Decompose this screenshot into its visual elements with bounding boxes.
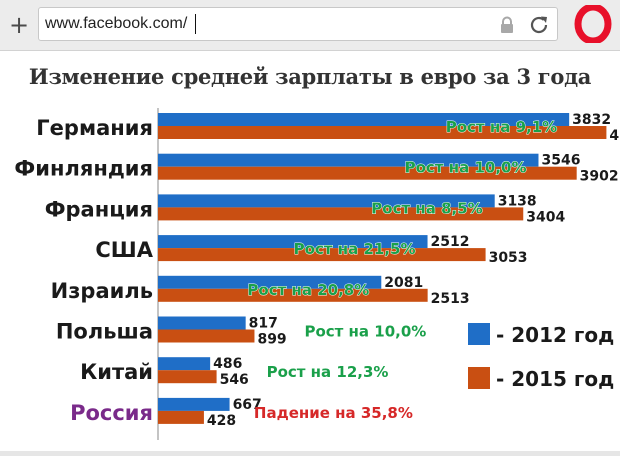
bar-2012 <box>158 235 428 249</box>
category-label: Франция <box>45 197 153 221</box>
bar-2015 <box>158 370 217 384</box>
category-label: Германия <box>36 116 153 140</box>
data-label-2012: 817 <box>249 316 278 332</box>
legend-label: - 2015 год <box>496 367 614 391</box>
data-label-2012: 486 <box>213 356 242 372</box>
bar-2015 <box>158 166 577 180</box>
legend-swatch <box>468 323 490 345</box>
data-label-2015: 2513 <box>431 291 470 307</box>
bar-2015 <box>158 410 204 424</box>
category-label: Польша <box>56 320 153 344</box>
data-label-2015: 3902 <box>580 169 619 185</box>
category-label: Россия <box>70 401 153 425</box>
growth-annotation: Рост на 10,0% <box>405 159 527 177</box>
data-label-2015: 3053 <box>489 250 528 266</box>
data-label-2012: 2512 <box>431 234 470 250</box>
category-label: Китай <box>80 360 153 384</box>
bar-2015 <box>158 126 607 139</box>
bar-2012 <box>158 316 246 330</box>
data-label-2012: 2081 <box>384 275 423 291</box>
text-cursor <box>195 14 196 34</box>
bar-2012 <box>158 357 211 371</box>
data-label-2012: 3832 <box>572 112 611 128</box>
growth-annotation: Рост на 10,0% <box>304 323 426 341</box>
opera-logo[interactable] <box>574 5 612 43</box>
category-label: Израиль <box>51 279 153 303</box>
reload-icon[interactable] <box>527 13 551 37</box>
browser-toolbar: + www.facebook.com/ <box>0 0 620 51</box>
bar-2015 <box>158 248 486 262</box>
category-label: США <box>95 238 153 262</box>
bar-2012 <box>158 275 382 289</box>
bar-2012 <box>158 194 495 208</box>
bar-2015 <box>158 288 428 302</box>
data-label-2015: 3404 <box>526 209 565 225</box>
bar-2012 <box>158 397 230 411</box>
data-label-2015: 546 <box>220 372 249 388</box>
data-label-2015: 899 <box>257 332 286 348</box>
chart-title: Изменение средней зарплаты в евро за 3 г… <box>28 64 592 89</box>
data-label-2012: 667 <box>233 397 262 413</box>
decline-annotation: Падение на 35,8% <box>254 404 413 422</box>
growth-annotation: Рост на 21,5% <box>294 240 416 258</box>
address-bar[interactable]: www.facebook.com/ <box>38 7 558 41</box>
data-label-2012: 3546 <box>541 153 580 169</box>
legend-swatch <box>468 367 490 389</box>
growth-annotation: Рост на 12,3% <box>267 363 389 381</box>
data-label-2012: 3138 <box>498 193 537 209</box>
url-text[interactable]: www.facebook.com/ <box>45 15 188 32</box>
bar-2015 <box>158 329 255 343</box>
legend-label: - 2012 год <box>496 323 614 347</box>
growth-annotation: Рост на 20,8% <box>247 281 369 299</box>
growth-annotation: Рост на 9,1% <box>446 118 557 136</box>
data-label-2015: 4179 <box>609 128 620 144</box>
category-label: Финляндия <box>14 157 153 181</box>
bar-2012 <box>158 113 570 126</box>
bar-2015 <box>158 207 524 221</box>
growth-annotation: Рост на 8,5% <box>371 199 482 217</box>
page-bottom-strip <box>0 451 620 456</box>
bar-2012 <box>158 153 539 167</box>
data-label-2015: 428 <box>207 413 236 429</box>
lock-icon <box>501 16 513 33</box>
plus-icon[interactable]: + <box>8 11 30 39</box>
